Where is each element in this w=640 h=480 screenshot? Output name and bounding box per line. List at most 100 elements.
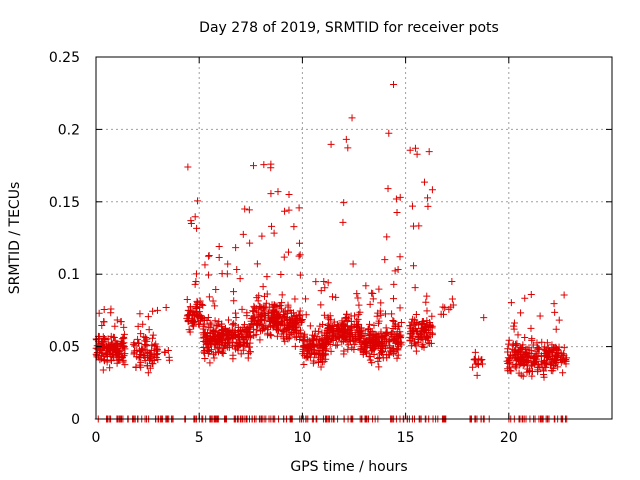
data-point xyxy=(386,335,394,343)
data-point xyxy=(375,363,383,371)
data-point xyxy=(218,335,226,343)
data-point xyxy=(547,359,555,367)
data-point xyxy=(535,345,543,353)
data-point xyxy=(117,318,125,326)
data-point xyxy=(550,300,558,308)
data-point xyxy=(389,324,397,332)
data-point xyxy=(332,341,340,349)
data-point xyxy=(423,307,431,315)
data-point xyxy=(99,333,107,341)
data-point xyxy=(521,333,529,341)
data-point xyxy=(138,345,146,353)
data-point xyxy=(448,295,456,303)
data-point xyxy=(419,341,427,349)
data-point xyxy=(392,332,400,340)
data-point xyxy=(395,323,403,331)
data-point xyxy=(134,322,142,330)
data-point xyxy=(295,239,303,247)
data-point xyxy=(146,364,154,372)
data-point xyxy=(336,326,344,334)
data-point xyxy=(383,233,391,241)
data-point xyxy=(215,337,223,345)
data-point xyxy=(111,322,119,330)
data-point xyxy=(314,357,322,365)
data-point xyxy=(366,331,374,339)
data-point xyxy=(424,336,432,344)
data-point xyxy=(557,350,565,358)
data-point xyxy=(193,224,201,232)
data-point xyxy=(344,144,352,152)
data-point xyxy=(299,336,307,344)
data-point xyxy=(200,315,208,323)
data-point xyxy=(324,322,332,330)
data-point xyxy=(100,344,108,352)
data-point xyxy=(136,310,144,318)
data-point xyxy=(256,336,264,344)
data-point xyxy=(418,325,426,333)
data-point xyxy=(241,205,249,213)
data-point xyxy=(543,339,551,347)
data-point xyxy=(136,348,144,356)
data-point xyxy=(295,204,303,212)
data-point xyxy=(229,338,237,346)
axis-ticks: 0 5 10 15 20 0 0.05 0.1 0.15 0.2 0.25 xyxy=(49,50,612,446)
data-point xyxy=(449,301,457,309)
data-point xyxy=(353,317,361,325)
data-point xyxy=(426,321,434,329)
data-point xyxy=(534,350,542,358)
data-point xyxy=(504,357,512,365)
data-point xyxy=(552,351,560,359)
data-point xyxy=(541,359,549,367)
data-point xyxy=(231,309,239,317)
data-point xyxy=(260,161,268,169)
data-point xyxy=(191,280,199,288)
data-point xyxy=(206,359,214,367)
data-point xyxy=(192,305,200,313)
data-point xyxy=(298,315,306,323)
data-point xyxy=(424,333,432,341)
data-point xyxy=(305,342,313,350)
data-point xyxy=(547,348,555,356)
data-point xyxy=(100,318,108,326)
data-point xyxy=(229,351,237,359)
data-point xyxy=(469,363,477,371)
data-point xyxy=(382,330,390,338)
data-point xyxy=(259,303,267,311)
data-point xyxy=(252,331,260,339)
data-point xyxy=(246,239,254,247)
data-point xyxy=(393,346,401,354)
data-point xyxy=(279,314,287,322)
data-point xyxy=(511,362,519,370)
data-point xyxy=(439,303,447,311)
data-point xyxy=(351,329,359,337)
data-point xyxy=(291,342,299,350)
data-point xyxy=(286,319,294,327)
data-point xyxy=(225,316,233,324)
data-point xyxy=(243,309,251,317)
data-point xyxy=(200,337,208,345)
data-point xyxy=(149,331,157,339)
data-point xyxy=(510,353,518,361)
data-point xyxy=(540,367,548,375)
data-point xyxy=(149,360,157,368)
data-point xyxy=(408,202,416,210)
data-point xyxy=(246,339,254,347)
data-point xyxy=(523,358,531,366)
data-point xyxy=(214,321,222,329)
data-point xyxy=(531,353,539,361)
plot-frame xyxy=(95,56,613,420)
data-point xyxy=(381,345,389,353)
data-point xyxy=(302,311,310,319)
data-point xyxy=(212,349,220,357)
data-point xyxy=(257,327,265,335)
data-point xyxy=(379,354,387,362)
data-point xyxy=(213,322,221,330)
data-point xyxy=(285,191,293,199)
data-point xyxy=(280,253,288,261)
data-point xyxy=(245,343,253,351)
data-point xyxy=(230,320,238,328)
data-point xyxy=(280,308,288,316)
data-point xyxy=(505,340,513,348)
data-point xyxy=(236,327,244,335)
